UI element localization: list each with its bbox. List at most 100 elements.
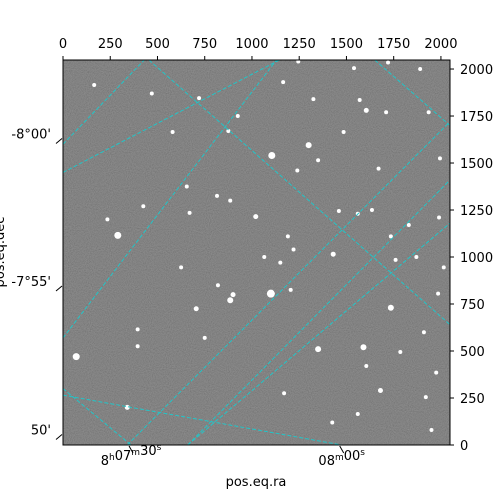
y-tick-label-1750: 1750 xyxy=(460,110,493,125)
star-21 xyxy=(369,208,374,213)
star-2 xyxy=(253,214,259,220)
star-62 xyxy=(215,193,220,198)
x-tick-label-750: 750 xyxy=(192,37,217,52)
ra-grid-line-3 xyxy=(187,222,450,445)
star-41 xyxy=(393,257,398,262)
star-11 xyxy=(377,387,383,393)
ra-grid-line-2 xyxy=(63,60,280,173)
star-15 xyxy=(330,251,336,257)
ra-grid-line-4 xyxy=(374,60,450,126)
star-7 xyxy=(315,346,322,353)
star-30 xyxy=(202,335,207,340)
x-tick-label-500: 500 xyxy=(145,37,170,52)
x-tick-label-0: 0 xyxy=(59,37,67,52)
star-46 xyxy=(388,234,393,239)
x-tick-label-1750: 1750 xyxy=(377,37,410,52)
star-47 xyxy=(352,66,357,71)
dec-tick-mark-2 xyxy=(55,434,63,440)
star-19 xyxy=(179,265,184,270)
star-38 xyxy=(386,60,391,65)
star-25 xyxy=(295,168,300,173)
star-31 xyxy=(330,420,335,425)
dec-tick-mark-1 xyxy=(55,285,63,292)
star-28 xyxy=(437,156,442,161)
x-tick-label-1500: 1500 xyxy=(330,37,363,52)
star-50 xyxy=(288,287,293,292)
bottom-ra-axis: 8h07m30s 08m00s xyxy=(101,443,366,469)
star-60 xyxy=(406,223,411,228)
star-44 xyxy=(149,91,154,96)
image-layer xyxy=(63,60,450,445)
star-70 xyxy=(141,204,146,209)
y-axis-title: pos.eq.dec xyxy=(0,217,8,288)
star-29 xyxy=(135,327,140,332)
y-tick-label-1500: 1500 xyxy=(460,157,493,172)
y-tick-label-1250: 1250 xyxy=(460,204,493,219)
dec-tick-label-1: -7°55' xyxy=(11,275,51,290)
star-61 xyxy=(105,217,110,222)
star-66 xyxy=(436,291,441,296)
star-23 xyxy=(437,215,442,220)
ra-grid-line-1 xyxy=(148,60,450,326)
star-49 xyxy=(376,166,381,171)
star-42 xyxy=(311,97,316,102)
star-55 xyxy=(262,255,267,260)
star-58 xyxy=(384,110,389,115)
star-40 xyxy=(197,96,202,101)
star-67 xyxy=(429,427,434,432)
star-22 xyxy=(426,110,431,115)
star-field xyxy=(72,60,446,432)
plot-frame xyxy=(62,59,451,446)
left-dec-axis: -8°00' -7°55' 50' xyxy=(11,127,63,440)
sky-noise xyxy=(63,60,450,445)
star-9 xyxy=(72,353,80,361)
y-tick-label-750: 750 xyxy=(460,298,485,313)
star-69 xyxy=(418,67,423,72)
star-5 xyxy=(227,297,234,304)
star-57 xyxy=(228,198,233,203)
star-34 xyxy=(282,391,287,396)
star-65 xyxy=(355,411,360,416)
ra-tick-mark-1 xyxy=(339,445,345,454)
star-53 xyxy=(434,370,439,375)
star-45 xyxy=(226,129,231,134)
star-54 xyxy=(336,208,341,213)
star-36 xyxy=(281,80,286,85)
star-27 xyxy=(341,129,346,134)
dec-tick-label-0: -8°00' xyxy=(11,127,51,142)
star-13 xyxy=(193,306,199,312)
star-39 xyxy=(296,60,301,64)
right-pixel-axis: 0 250 500 750 1000 1250 1500 1750 2000 xyxy=(450,63,493,454)
star-24 xyxy=(441,265,446,270)
x-tick-label-1250: 1250 xyxy=(283,37,316,52)
star-4 xyxy=(266,289,275,298)
star-17 xyxy=(170,129,175,134)
star-32 xyxy=(291,247,296,252)
x-tick-label-2000: 2000 xyxy=(424,37,457,52)
star-18 xyxy=(285,234,290,239)
coordinate-grid xyxy=(63,60,450,445)
star-63 xyxy=(187,210,192,215)
star-59 xyxy=(414,255,419,260)
star-56 xyxy=(316,158,321,163)
star-3 xyxy=(114,231,122,239)
dec-grid-line-3 xyxy=(63,394,342,445)
y-tick-label-500: 500 xyxy=(460,345,485,360)
star-48 xyxy=(235,114,240,119)
star-14 xyxy=(387,304,394,311)
star-10 xyxy=(360,344,367,351)
star-52 xyxy=(421,330,426,335)
dec-grid-line-4 xyxy=(187,179,450,445)
star-33 xyxy=(215,283,220,288)
star-64 xyxy=(364,364,369,369)
star-8 xyxy=(363,107,369,113)
star-37 xyxy=(357,98,362,103)
y-tick-label-1000: 1000 xyxy=(460,251,493,266)
star-20 xyxy=(398,349,403,354)
top-pixel-axis: 0 250 500 750 1000 1250 1500 1750 2000 xyxy=(59,37,457,60)
dec-tick-mark-0 xyxy=(55,138,63,144)
star-16 xyxy=(278,260,283,265)
star-51 xyxy=(135,344,140,349)
star-0 xyxy=(268,151,276,159)
dec-grid-line-0 xyxy=(63,60,145,145)
